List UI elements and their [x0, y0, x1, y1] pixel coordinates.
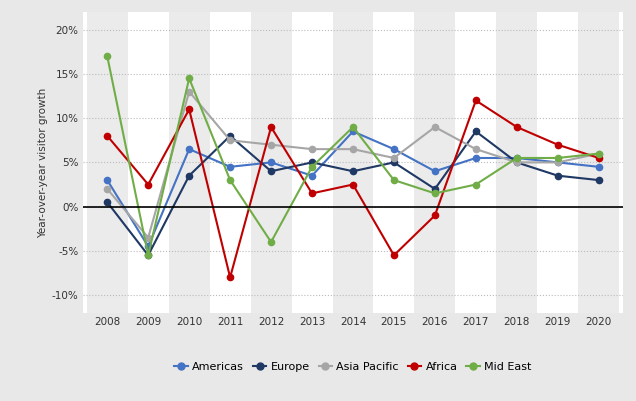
Europe	[595, 178, 602, 182]
Europe	[104, 200, 111, 205]
Bar	[210, 12, 251, 313]
Bar	[496, 12, 537, 313]
Mid East	[144, 253, 152, 258]
Mid East	[390, 178, 398, 182]
Asia Pacific	[308, 147, 316, 152]
Mid East	[554, 156, 562, 160]
Legend: Americas, Europe, Asia Pacific, Africa, Mid East: Americas, Europe, Asia Pacific, Africa, …	[170, 357, 536, 376]
Europe	[185, 173, 193, 178]
Mid East	[349, 125, 357, 130]
Asia Pacific	[595, 151, 602, 156]
Africa	[390, 253, 398, 258]
Mid East	[431, 191, 439, 196]
Bar	[169, 12, 210, 313]
Americas	[144, 244, 152, 249]
Americas	[513, 156, 521, 160]
Europe	[226, 134, 234, 138]
Mid East	[267, 240, 275, 245]
Europe	[390, 160, 398, 165]
Africa	[472, 98, 480, 103]
Asia Pacific	[185, 89, 193, 94]
Africa	[554, 142, 562, 147]
Africa	[513, 125, 521, 130]
Americas	[390, 147, 398, 152]
Americas	[349, 129, 357, 134]
Asia Pacific	[513, 160, 521, 165]
Line: Asia Pacific: Asia Pacific	[104, 89, 602, 241]
Asia Pacific	[431, 125, 439, 130]
Americas	[472, 156, 480, 160]
Asia Pacific	[349, 147, 357, 152]
Mid East	[226, 178, 234, 182]
Africa	[267, 125, 275, 130]
Mid East	[185, 76, 193, 81]
Americas	[554, 160, 562, 165]
Bar	[291, 12, 333, 313]
Americas	[267, 160, 275, 165]
Africa	[349, 182, 357, 187]
Mid East	[513, 156, 521, 160]
Americas	[104, 178, 111, 182]
Line: Mid East: Mid East	[104, 53, 602, 258]
Europe	[513, 160, 521, 165]
Asia Pacific	[267, 142, 275, 147]
Africa	[226, 275, 234, 280]
Y-axis label: Year-over-year visitor growth: Year-over-year visitor growth	[38, 87, 48, 237]
Bar	[128, 12, 169, 313]
Africa	[595, 156, 602, 160]
Africa	[308, 191, 316, 196]
Mid East	[308, 164, 316, 169]
Bar	[333, 12, 373, 313]
Asia Pacific	[390, 156, 398, 160]
Africa	[185, 107, 193, 112]
Bar	[251, 12, 291, 313]
Line: Africa: Africa	[104, 97, 602, 281]
Asia Pacific	[104, 186, 111, 191]
Europe	[144, 253, 152, 258]
Europe	[267, 169, 275, 174]
Europe	[349, 169, 357, 174]
Asia Pacific	[472, 147, 480, 152]
Mid East	[472, 182, 480, 187]
Line: Americas: Americas	[104, 128, 602, 249]
Bar	[373, 12, 415, 313]
Africa	[104, 134, 111, 138]
Europe	[472, 129, 480, 134]
Bar	[455, 12, 496, 313]
Americas	[185, 147, 193, 152]
Americas	[431, 169, 439, 174]
Bar	[415, 12, 455, 313]
Bar	[578, 12, 619, 313]
Line: Europe: Europe	[104, 128, 602, 258]
Europe	[308, 160, 316, 165]
Africa	[431, 213, 439, 218]
Bar	[537, 12, 578, 313]
Mid East	[104, 54, 111, 59]
Americas	[308, 173, 316, 178]
Asia Pacific	[554, 160, 562, 165]
Asia Pacific	[144, 235, 152, 240]
Asia Pacific	[226, 138, 234, 143]
Africa	[144, 182, 152, 187]
Bar	[86, 12, 128, 313]
Americas	[226, 164, 234, 169]
Europe	[554, 173, 562, 178]
Americas	[595, 164, 602, 169]
Europe	[431, 186, 439, 191]
Mid East	[595, 151, 602, 156]
